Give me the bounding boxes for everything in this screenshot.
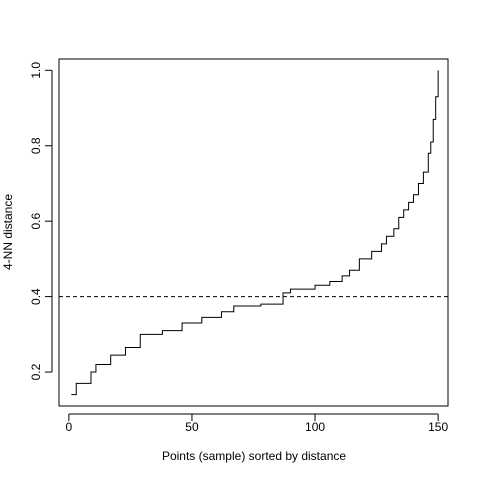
x-axis: 0 50 100 150 xyxy=(66,413,448,434)
x-tick-label: 100 xyxy=(305,420,325,434)
y-tick-label: 0.4 xyxy=(29,288,43,305)
x-tick-label: 50 xyxy=(185,420,199,434)
x-tick-label: 0 xyxy=(66,420,73,434)
y-axis: 0.2 0.4 0.6 0.8 1.0 xyxy=(29,62,53,380)
y-tick-label: 1.0 xyxy=(29,62,43,79)
x-tick-label: 150 xyxy=(428,420,448,434)
y-axis-title: 4-NN distance xyxy=(1,194,15,270)
y-tick-label: 0.2 xyxy=(29,363,43,380)
y-tick-label: 0.8 xyxy=(29,137,43,154)
series-line xyxy=(71,70,439,396)
plot-box xyxy=(58,58,449,407)
y-tick-label: 0.6 xyxy=(29,213,43,230)
x-axis-title: Points (sample) sorted by distance xyxy=(162,449,346,463)
